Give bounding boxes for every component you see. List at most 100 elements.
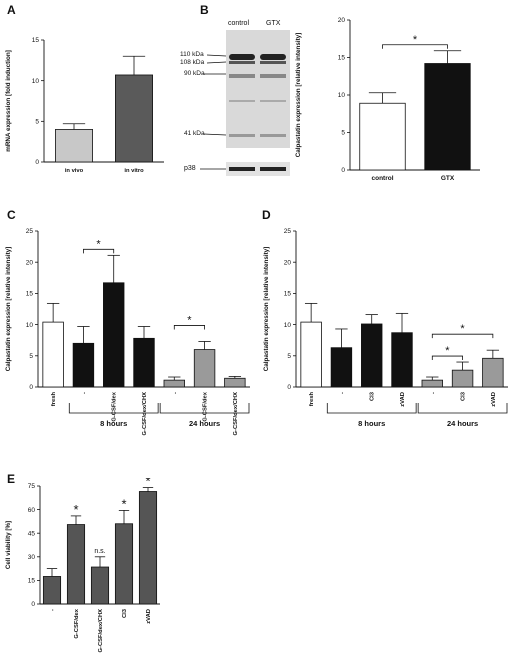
blot-band-60-gtx	[260, 100, 286, 102]
western-blot: control GTX 110 kDa 108 kDa 90 kDa 41 kD…	[180, 14, 300, 204]
blot-main-membrane	[226, 30, 290, 148]
chart-a-mrna-expression: 0 5 10 15 mRNA expression [fold induction] in…	[5, 37, 164, 174]
category-label-d-3: zVAD	[400, 392, 406, 407]
category-label-d-4: -	[430, 392, 436, 394]
category-label-c-0: fresh	[51, 392, 57, 407]
bar-d-6	[482, 357, 504, 388]
blot-loading-arrow	[200, 168, 226, 170]
bar-d-4	[421, 379, 443, 388]
y-tick-label: 10	[26, 322, 34, 329]
bar-d-3	[391, 332, 413, 388]
y-tick-label: 10	[284, 322, 292, 329]
y-tick-label: 15	[338, 55, 346, 62]
chart-b-calpastatin-gtx: 0 5 10 15 20 Calpastatin expression [relative…	[295, 17, 480, 182]
blot-loading-membrane	[226, 162, 290, 176]
category-label-d-5: CI3	[461, 391, 467, 401]
blot-band-41	[229, 134, 255, 137]
category-label-c-5: G-CSF/dex	[203, 391, 209, 421]
y-tick-label: 30	[28, 554, 36, 561]
y-tick-label: 5	[287, 353, 291, 360]
y-tick-label: 20	[338, 17, 346, 24]
category-label-a-1: in vitro	[124, 168, 144, 174]
y-tick-label: 5	[29, 353, 33, 360]
significance-bracket-b-0	[382, 44, 448, 49]
significance-star-c-0: *	[96, 238, 101, 250]
blot-band-p38	[229, 167, 255, 171]
y-axis-title: Calpastatin expression [relative intensi…	[263, 247, 270, 372]
chart-d-calpastatin-ci3-zvad: 0 5 10 15 20 25 Calpastatin expression [relati…	[263, 228, 508, 428]
blot-marker-110: 110 kDa	[180, 51, 204, 58]
blot-marker-arrows	[203, 54, 227, 136]
category-label-e-3: CI3	[122, 608, 128, 618]
chart-c-calpastatin-gcsf: 0 5 10 15 20 25 Calpastatin expression [relati…	[5, 228, 250, 436]
bar-c-2	[103, 282, 125, 388]
bar-e-0	[42, 576, 62, 605]
panel-label-d: D	[262, 208, 271, 222]
category-label-d-0: fresh	[309, 392, 315, 407]
bar-d-1	[330, 347, 353, 388]
bar-e-2	[90, 566, 110, 605]
blot-marker-90: 90 kDa	[184, 70, 205, 77]
category-label-b-0: control	[371, 175, 393, 182]
y-tick-label: 25	[284, 228, 292, 235]
y-tick-label: 15	[26, 291, 34, 298]
category-label-e-1: G-CSF/dex	[74, 608, 80, 638]
panel-label-b: B	[200, 3, 209, 17]
y-tick-label: 15	[32, 37, 40, 44]
category-label-b-1: GTX	[441, 175, 455, 182]
bar-annotation-e-4: *	[145, 478, 150, 489]
blot-band-90-gtx	[260, 74, 286, 78]
y-tick-label: 10	[338, 92, 346, 99]
bar-d-0	[300, 321, 322, 388]
bar-b-0	[359, 102, 406, 171]
category-label-e-2: G-CSF/dex/CHX	[98, 609, 104, 653]
blot-loading-label: p38	[184, 165, 196, 172]
bar-a-0	[55, 129, 94, 163]
group-label-c-1: 24 hours	[189, 419, 220, 428]
bar-e-4	[138, 491, 158, 605]
category-label-c-3: G-CSF/dex/CHX	[142, 392, 148, 436]
group-bracket-c-1	[159, 403, 250, 414]
bar-c-1	[72, 342, 95, 388]
bar-c-6	[224, 377, 246, 388]
bar-c-0	[42, 321, 64, 388]
group-bracket-c-0	[68, 403, 159, 414]
panel-label-a: A	[7, 3, 16, 17]
y-tick-label: 60	[28, 507, 36, 514]
significance-star-d-0: *	[445, 345, 450, 357]
significance-bracket-d-0	[431, 355, 463, 361]
blot-lane-label-gtx: GTX	[266, 20, 281, 27]
y-tick-label: 20	[26, 259, 34, 266]
category-label-c-4: -	[172, 392, 178, 394]
bar-d-5	[451, 369, 474, 388]
blot-band-41-gtx	[260, 134, 286, 137]
blot-band-90	[229, 74, 255, 78]
y-axis-title: mRNA expression [fold induction]	[5, 50, 12, 152]
group-bracket-d-1	[417, 403, 508, 414]
bar-d-2	[361, 323, 383, 388]
chart-e-cell-viability: 0 15 30 45 60 75 Cell viability [%] - G-CSF/dex G…	[5, 478, 160, 653]
category-label-d-2: CI3	[370, 391, 376, 401]
blot-band-108	[229, 61, 255, 64]
blot-band-110	[229, 54, 255, 60]
y-tick-label: 15	[284, 291, 292, 298]
y-tick-label: 15	[28, 578, 36, 585]
bar-c-4	[163, 379, 185, 388]
y-tick-label: 0	[35, 159, 39, 166]
bar-c-5	[193, 349, 216, 388]
group-bracket-d-0	[326, 403, 417, 414]
y-tick-label: 0	[341, 167, 345, 174]
y-tick-label: 45	[28, 530, 36, 537]
blot-band-p38-gtx	[260, 167, 286, 171]
significance-bracket-c-0	[83, 248, 115, 254]
blot-marker-41: 41 kDa	[184, 130, 205, 137]
blot-lane-label-control: control	[228, 20, 250, 27]
y-tick-label: 75	[28, 483, 36, 490]
y-tick-label: 5	[35, 119, 39, 126]
y-tick-label: 25	[26, 228, 34, 235]
group-label-d-1: 24 hours	[447, 419, 478, 428]
y-tick-label: 10	[32, 78, 40, 85]
category-label-c-6: G-CSF/dex/CHX	[233, 392, 239, 436]
y-tick-label: 20	[284, 259, 292, 266]
significance-star-b-0: *	[413, 34, 418, 46]
